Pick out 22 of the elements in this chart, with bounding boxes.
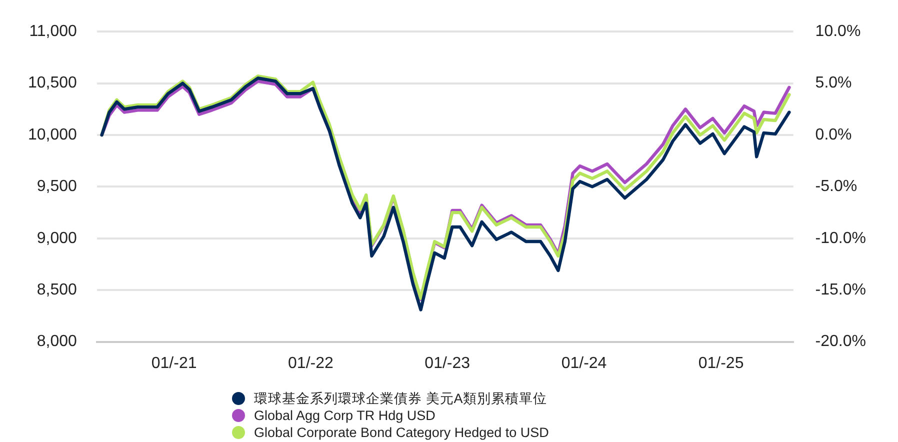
y2-tick-label: -20.0% — [815, 333, 866, 350]
y-tick-label: 11,000 — [29, 23, 78, 40]
y-tick-label: 8,500 — [36, 282, 78, 299]
y2-tick-label: 0.0% — [815, 126, 852, 144]
y-tick-label: 9,000 — [36, 230, 78, 247]
x-tick-label: 01/-25 — [698, 354, 744, 372]
x-tick-label: 01/-21 — [151, 354, 197, 372]
y2-tick-label: -5.0% — [815, 178, 858, 196]
y-tick-label: 10,500 — [28, 74, 78, 92]
y-tick-label: 10,000 — [28, 126, 78, 144]
legend-label: 環球基金系列環球企業債券 美元A類別累積單位 — [254, 390, 547, 407]
x-tick-label: 01/-23 — [424, 354, 470, 372]
legend-label: Global Agg Corp TR Hdg USD — [254, 407, 436, 424]
x-tick-label: 01/-24 — [561, 354, 607, 372]
y2-tick-label: 5.0% — [815, 74, 852, 92]
y2-tick-label: 10.0% — [815, 23, 861, 40]
y2-tick-label: -15.0% — [815, 282, 866, 299]
y-tick-label: 8,000 — [36, 333, 78, 350]
y-tick-label: 9,500 — [36, 178, 78, 196]
y2-tick-label: -10.0% — [815, 230, 866, 247]
x-tick-label: 01/-22 — [288, 354, 334, 372]
legend-label: Global Corporate Bond Category Hedged to USD — [254, 424, 549, 441]
